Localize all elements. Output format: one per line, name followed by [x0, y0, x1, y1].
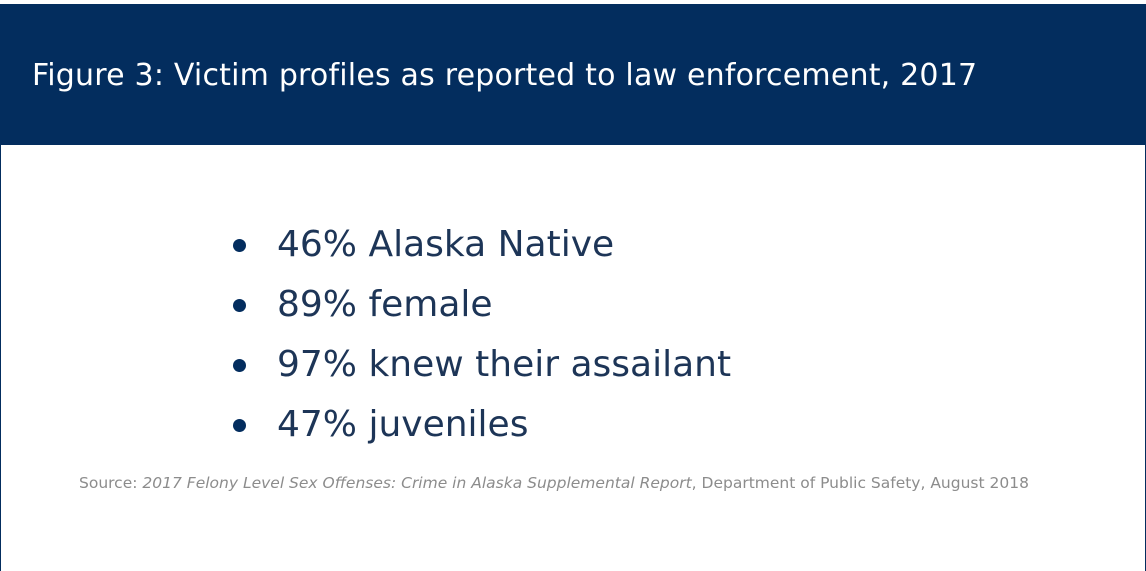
bullet: 46% Alaska Native	[233, 215, 731, 275]
source-prefix: Source:	[79, 474, 138, 492]
source-suffix: , Department of Public Safety, August 20…	[691, 474, 1029, 492]
source: Source: 2017 Felony Level Sex Offenses: …	[79, 472, 1079, 494]
bullet-list: 46% Alaska Native 89% female 97% knew th…	[233, 215, 731, 455]
content-box: 46% Alaska Native 89% female 97% knew th…	[0, 145, 1146, 571]
bullet: 89% female	[233, 275, 731, 335]
title: Figure 3: Victim profiles as reported to…	[32, 58, 978, 93]
bullet: 47% juveniles	[233, 395, 731, 455]
header: Figure 3: Victim profiles as reported to…	[0, 4, 1146, 145]
bullet: 97% knew their assailant	[233, 335, 731, 395]
source-title: 2017 Felony Level Sex Offenses: Crime in…	[142, 474, 692, 492]
